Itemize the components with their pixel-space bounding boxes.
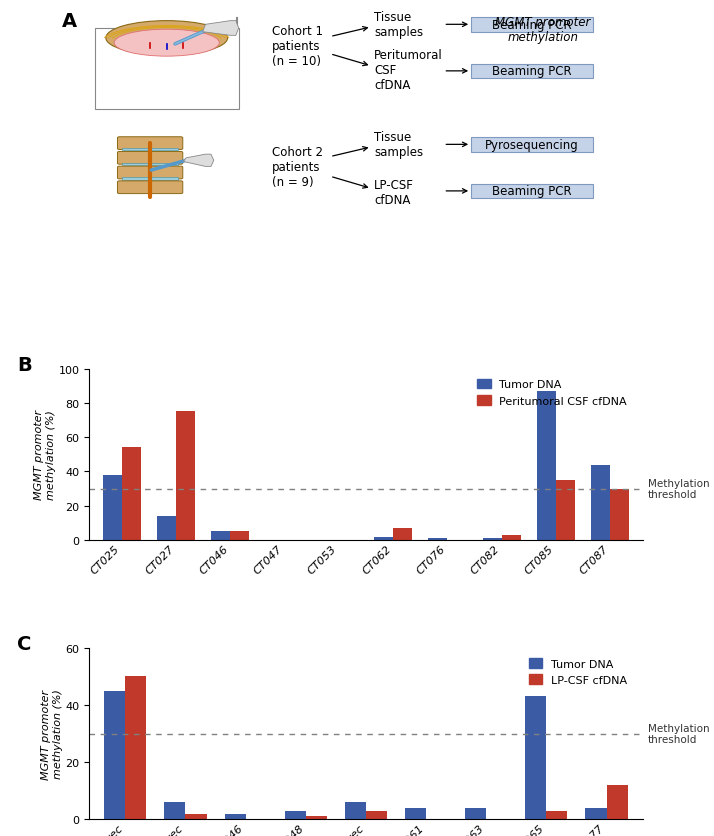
Polygon shape	[183, 155, 213, 167]
Bar	[610, 489, 629, 540]
Bar	[225, 813, 246, 819]
Text: A: A	[61, 12, 76, 31]
FancyBboxPatch shape	[123, 164, 178, 166]
Bar	[393, 528, 412, 540]
Text: Peritumoral
CSF
cfDNA: Peritumoral CSF cfDNA	[374, 49, 443, 92]
Bar	[483, 538, 501, 540]
FancyBboxPatch shape	[118, 152, 183, 165]
Text: Methylation
threshold: Methylation threshold	[648, 478, 710, 500]
Text: C: C	[17, 635, 31, 653]
FancyBboxPatch shape	[118, 167, 183, 180]
Bar	[285, 811, 306, 819]
Bar	[345, 803, 366, 819]
Bar	[591, 465, 610, 540]
Text: Cohort 1
patients
(n = 10): Cohort 1 patients (n = 10)	[272, 24, 323, 68]
Bar	[501, 535, 521, 540]
Bar	[164, 803, 186, 819]
Text: Tissue
samples: Tissue samples	[374, 131, 423, 159]
Text: Cohort 2
patients
(n = 9): Cohort 2 patients (n = 9)	[272, 145, 323, 189]
Bar	[465, 808, 486, 819]
FancyBboxPatch shape	[123, 178, 178, 181]
FancyBboxPatch shape	[118, 181, 183, 194]
Bar	[104, 691, 126, 819]
FancyBboxPatch shape	[118, 138, 183, 150]
Text: MGMT promoter
methylation: MGMT promoter methylation	[496, 16, 590, 43]
Bar	[176, 412, 195, 540]
Bar	[306, 817, 327, 819]
Ellipse shape	[106, 22, 228, 56]
Legend: Tumor DNA, LP-CSF cfDNA: Tumor DNA, LP-CSF cfDNA	[524, 654, 631, 690]
Bar	[585, 808, 606, 819]
FancyBboxPatch shape	[471, 64, 593, 79]
Bar	[122, 448, 141, 540]
Bar	[186, 813, 206, 819]
Bar	[374, 537, 393, 540]
Y-axis label: MGMT promoter
methylation (%): MGMT promoter methylation (%)	[41, 689, 63, 778]
Bar	[405, 808, 426, 819]
Text: Beaming PCR: Beaming PCR	[492, 18, 572, 32]
Bar	[103, 475, 122, 540]
FancyBboxPatch shape	[471, 18, 593, 33]
Polygon shape	[203, 22, 238, 36]
Bar	[157, 517, 176, 540]
Bar	[537, 391, 555, 540]
Text: B: B	[17, 355, 32, 375]
Bar	[428, 538, 447, 540]
Bar	[606, 785, 628, 819]
Bar	[555, 481, 575, 540]
Bar	[231, 532, 249, 540]
Bar	[211, 532, 231, 540]
FancyBboxPatch shape	[471, 184, 593, 199]
Bar	[526, 696, 546, 819]
Bar	[366, 811, 387, 819]
Text: Beaming PCR: Beaming PCR	[492, 186, 572, 198]
Y-axis label: MGMT promoter
methylation (%): MGMT promoter methylation (%)	[34, 410, 56, 500]
FancyBboxPatch shape	[123, 149, 178, 151]
Bar	[546, 811, 568, 819]
Text: Pyrosequencing: Pyrosequencing	[485, 139, 579, 151]
Legend: Tumor DNA, Peritumoral CSF cfDNA: Tumor DNA, Peritumoral CSF cfDNA	[473, 375, 631, 410]
Text: LP-CSF
cfDNA: LP-CSF cfDNA	[374, 179, 414, 206]
Ellipse shape	[114, 30, 219, 57]
Bar	[126, 676, 146, 819]
Text: Tissue
samples: Tissue samples	[374, 12, 423, 39]
FancyBboxPatch shape	[471, 138, 593, 152]
Text: Beaming PCR: Beaming PCR	[492, 65, 572, 79]
FancyBboxPatch shape	[95, 29, 238, 110]
Text: Methylation
threshold: Methylation threshold	[648, 723, 710, 744]
